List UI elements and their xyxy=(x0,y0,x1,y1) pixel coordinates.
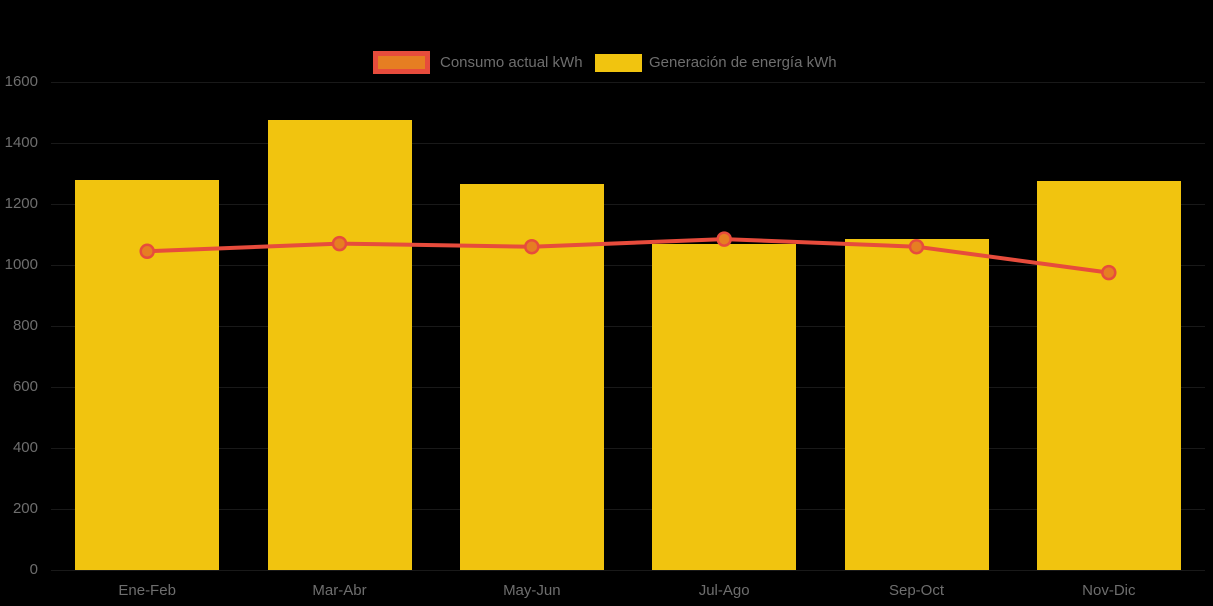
y-axis-label-1000: 1000 xyxy=(4,256,38,273)
legend-label-generacion-energia: Generación de energía kWh xyxy=(649,54,837,71)
y-axis-label-1200: 1200 xyxy=(4,195,38,212)
line-point-sep-oct[interactable] xyxy=(908,238,925,255)
x-axis-label-jul-ago: Jul-Ago xyxy=(698,582,750,599)
legend-label-consumo-actual: Consumo actual kWh xyxy=(440,54,583,71)
gridline-400 xyxy=(51,447,1205,449)
y-axis-label-1600: 1600 xyxy=(4,73,38,90)
y-axis-label-1400: 1400 xyxy=(4,134,38,151)
bar-sep-oct[interactable] xyxy=(844,239,989,570)
gridline-1400 xyxy=(51,142,1205,144)
bar-jul-ago[interactable] xyxy=(652,243,797,570)
bar-mar-abr[interactable] xyxy=(267,120,412,570)
gridline-600 xyxy=(51,386,1205,388)
gridline-0 xyxy=(51,569,1205,571)
gridline-1600 xyxy=(51,81,1205,83)
y-axis-label-800: 800 xyxy=(12,317,38,334)
legend-item-consumo-actual[interactable]: Consumo actual kWh xyxy=(373,51,583,74)
gridline-1200 xyxy=(51,203,1205,205)
x-axis-label-mar-abr: Mar-Abr xyxy=(312,582,367,599)
line-point-ene-feb[interactable] xyxy=(139,243,155,260)
x-axis-label-nov-dic: Nov-Dic xyxy=(1082,582,1136,599)
gridline-800 xyxy=(51,325,1205,327)
line-point-may-jun[interactable] xyxy=(524,238,540,255)
x-axis-label-ene-feb: Ene-Feb xyxy=(118,582,176,599)
line-series-swatch-icon xyxy=(373,51,430,74)
line-point-jul-ago[interactable] xyxy=(716,231,732,247)
y-axis-label-200: 200 xyxy=(12,500,38,517)
gridline-200 xyxy=(51,508,1205,510)
y-axis-label-0: 0 xyxy=(29,561,38,578)
gridline-1000 xyxy=(51,264,1205,266)
y-axis-label-600: 600 xyxy=(12,378,38,395)
x-axis-label-sep-oct: Sep-Oct xyxy=(888,582,945,599)
bar-series-swatch-icon xyxy=(595,53,642,72)
y-axis-label-400: 400 xyxy=(12,439,38,456)
bar-ene-feb[interactable] xyxy=(75,179,220,570)
bar-nov-dic[interactable] xyxy=(1036,181,1181,570)
x-axis-label-may-jun: May-Jun xyxy=(503,582,561,599)
line-point-nov-dic[interactable] xyxy=(1101,264,1117,281)
line-point-mar-abr[interactable] xyxy=(331,235,348,252)
legend-item-generacion-energia[interactable]: Generación de energía kWh xyxy=(595,51,837,74)
